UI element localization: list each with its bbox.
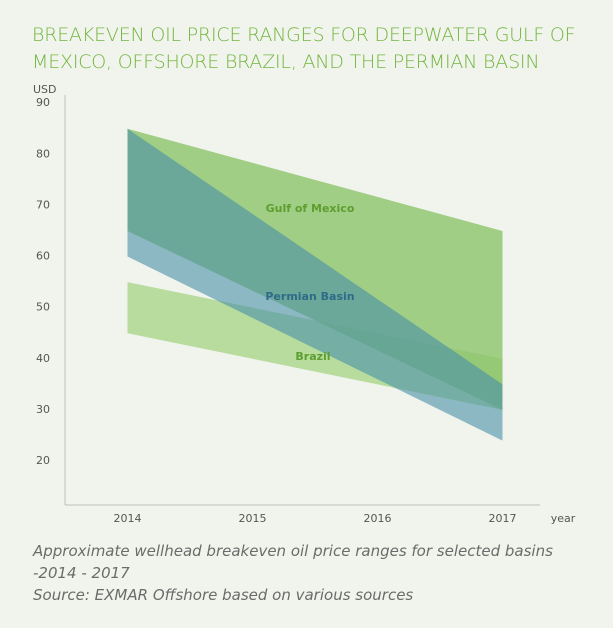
y-tick-label: 80 bbox=[36, 147, 50, 160]
caption: Approximate wellhead breakeven oil price… bbox=[33, 542, 553, 582]
y-tick-label: 90 bbox=[36, 96, 50, 109]
series-label: Brazil bbox=[295, 350, 330, 363]
y-tick-label: 60 bbox=[36, 250, 50, 263]
series-label: Permian Basin bbox=[265, 290, 354, 303]
y-tick-label: 50 bbox=[36, 301, 50, 314]
chart-title: BREAKEVEN OIL PRICE RANGES FOR DEEPWATER… bbox=[32, 24, 576, 73]
x-tick-label: 2015 bbox=[239, 512, 267, 525]
y-tick-label: 70 bbox=[36, 198, 50, 211]
y-tick-label: 20 bbox=[36, 454, 50, 467]
x-axis-label: year bbox=[551, 512, 576, 525]
x-tick-label: 2014 bbox=[114, 512, 142, 525]
x-tick-label: 2016 bbox=[364, 512, 392, 525]
y-tick-label: 40 bbox=[36, 352, 50, 365]
series-label: Gulf of Mexico bbox=[266, 202, 355, 215]
chart: USD year 20 30 40 50 60 70 80 90 2014 2015 2016 2017 B… bbox=[33, 83, 576, 525]
x-tick-label: 2017 bbox=[489, 512, 517, 525]
source: Source: EXMAR Offshore based on various … bbox=[33, 586, 414, 604]
y-tick-label: 30 bbox=[36, 403, 50, 416]
y-axis-label: USD bbox=[33, 83, 57, 96]
range-band bbox=[127, 128, 503, 441]
caption-block: Approximate wellhead breakeven oil price… bbox=[33, 540, 593, 606]
